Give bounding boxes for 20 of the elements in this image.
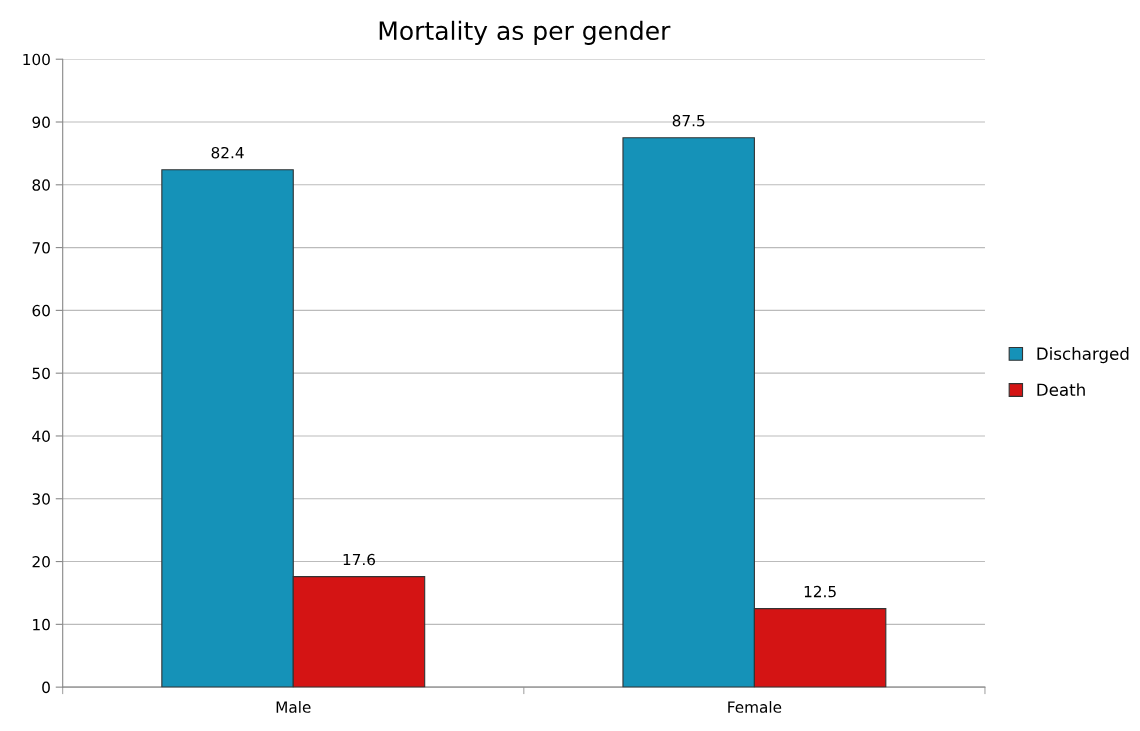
x-tick-label: Female <box>728 701 782 713</box>
data-label: 17.6 <box>343 553 376 566</box>
y-tick-label: 50 <box>32 367 50 380</box>
data-label: 12.5 <box>804 585 836 598</box>
legend-label: Death <box>1037 383 1085 397</box>
chart-title: Mortality as per gender <box>379 20 671 45</box>
y-tick-label: 60 <box>32 304 50 317</box>
y-tick-label: 20 <box>32 556 50 568</box>
y-tick-label: 90 <box>32 116 50 129</box>
y-tick-label: 70 <box>32 242 50 254</box>
data-label: 87.5 <box>672 114 705 127</box>
x-tick-label: Male <box>276 701 311 713</box>
y-tick-label: 10 <box>33 618 50 631</box>
y-tick-label: 40 <box>32 430 50 442</box>
y-tick-label: 0 <box>42 681 50 694</box>
data-label: 82.4 <box>211 146 244 159</box>
y-tick-label: 80 <box>32 179 50 191</box>
legend-label: Discharged <box>1037 347 1129 364</box>
y-tick-label: 100 <box>23 53 50 66</box>
y-tick-label: 30 <box>32 493 50 505</box>
